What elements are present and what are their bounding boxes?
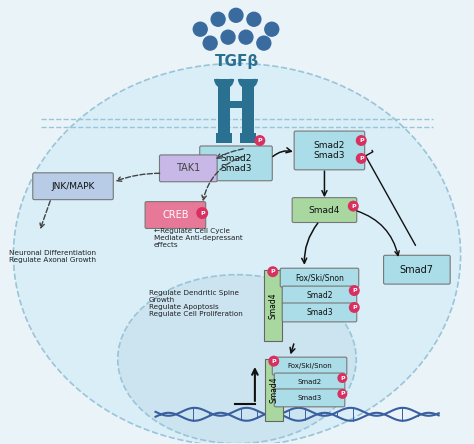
FancyBboxPatch shape — [282, 286, 357, 305]
Bar — [216, 133, 232, 143]
FancyBboxPatch shape — [294, 131, 365, 170]
FancyArrowPatch shape — [290, 344, 295, 353]
Text: P: P — [352, 305, 356, 310]
Bar — [264, 270, 282, 341]
Text: Smad4: Smad4 — [269, 377, 278, 403]
FancyArrowPatch shape — [301, 223, 318, 263]
FancyArrowPatch shape — [117, 173, 160, 181]
Circle shape — [257, 36, 271, 50]
Circle shape — [211, 12, 225, 26]
Text: CREB: CREB — [162, 210, 189, 220]
Text: P: P — [352, 288, 356, 293]
FancyBboxPatch shape — [274, 389, 345, 407]
Text: P: P — [271, 269, 275, 274]
Text: Smad2
Smad3: Smad2 Smad3 — [220, 154, 252, 173]
Text: JNK/MAPK: JNK/MAPK — [51, 182, 95, 191]
Text: P: P — [200, 210, 205, 215]
Bar — [242, 79, 254, 134]
FancyBboxPatch shape — [292, 198, 357, 222]
Text: Smad7: Smad7 — [400, 265, 434, 275]
FancyArrowPatch shape — [357, 211, 399, 256]
Circle shape — [229, 8, 243, 22]
Text: ←Regulate Cell Cycle
Mediate Anti-depressant
effects: ←Regulate Cell Cycle Mediate Anti-depres… — [154, 228, 242, 248]
Circle shape — [349, 285, 360, 296]
FancyBboxPatch shape — [383, 255, 450, 284]
Circle shape — [337, 389, 347, 399]
Bar — [218, 79, 230, 134]
Ellipse shape — [13, 63, 461, 444]
Circle shape — [196, 207, 208, 219]
Bar — [240, 133, 256, 143]
Circle shape — [221, 30, 235, 44]
Text: Smad4: Smad4 — [268, 292, 277, 319]
Text: Fox/Ski/Snon: Fox/Ski/Snon — [295, 273, 344, 282]
Circle shape — [247, 12, 261, 26]
Text: Smad4: Smad4 — [309, 206, 340, 214]
Circle shape — [267, 266, 278, 277]
Text: Fox/Ski/Snon: Fox/Ski/Snon — [287, 363, 332, 369]
Circle shape — [203, 36, 217, 50]
Text: TGFβ: TGFβ — [215, 54, 259, 68]
Circle shape — [193, 22, 207, 36]
FancyBboxPatch shape — [274, 373, 345, 391]
Circle shape — [348, 201, 359, 211]
Text: TAK1: TAK1 — [176, 163, 201, 173]
Circle shape — [265, 22, 279, 36]
FancyArrowPatch shape — [40, 201, 50, 228]
Text: Smad2: Smad2 — [298, 379, 321, 385]
FancyBboxPatch shape — [280, 268, 359, 287]
Bar — [220, 101, 252, 108]
Text: Regulate Dendritic Spine
Growth
Regulate Apoptosis
Regulate Cell Proliferation: Regulate Dendritic Spine Growth Regulate… — [148, 289, 242, 317]
FancyArrowPatch shape — [217, 149, 243, 158]
Text: Neuronal Differentiation
Regulate Axonal Growth: Neuronal Differentiation Regulate Axonal… — [9, 250, 96, 263]
Text: P: P — [257, 138, 262, 143]
FancyBboxPatch shape — [200, 146, 272, 181]
Text: P: P — [359, 156, 364, 161]
Text: Smad3: Smad3 — [297, 395, 322, 401]
Text: P: P — [359, 138, 364, 143]
Text: P: P — [340, 376, 345, 381]
FancyBboxPatch shape — [159, 155, 217, 182]
Text: P: P — [340, 392, 345, 396]
Text: P: P — [351, 204, 356, 209]
Circle shape — [255, 135, 265, 146]
Ellipse shape — [118, 275, 356, 444]
FancyBboxPatch shape — [145, 202, 206, 229]
Circle shape — [356, 153, 367, 164]
FancyArrowPatch shape — [322, 171, 327, 196]
FancyArrowPatch shape — [202, 156, 243, 200]
FancyBboxPatch shape — [282, 303, 357, 322]
Circle shape — [337, 373, 347, 383]
Text: P: P — [272, 359, 276, 364]
Circle shape — [356, 135, 367, 146]
Text: Smad3: Smad3 — [306, 308, 333, 317]
Circle shape — [239, 30, 253, 44]
Text: Smad2
Smad3: Smad2 Smad3 — [314, 141, 345, 160]
FancyBboxPatch shape — [33, 173, 113, 200]
Circle shape — [268, 356, 279, 367]
FancyArrowPatch shape — [273, 148, 292, 157]
Circle shape — [349, 302, 360, 313]
FancyBboxPatch shape — [272, 357, 347, 375]
Bar — [265, 359, 283, 421]
Text: Smad2: Smad2 — [306, 291, 333, 300]
